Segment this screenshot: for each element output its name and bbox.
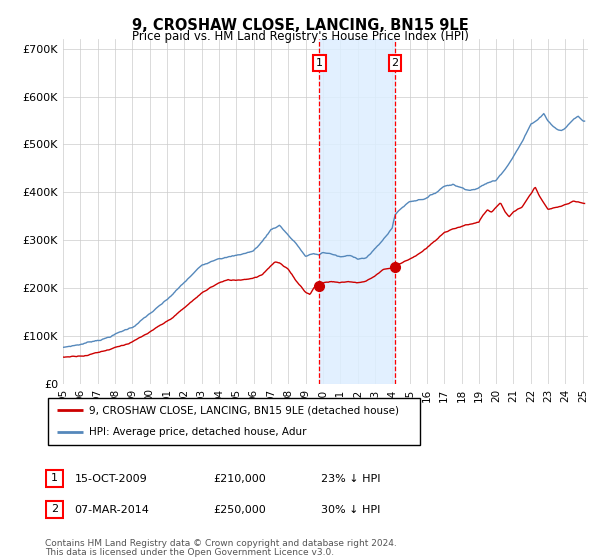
Text: 1: 1	[316, 58, 323, 68]
Bar	[319, 39, 395, 384]
Text: 15-OCT-2009: 15-OCT-2009	[74, 474, 147, 484]
Text: Price paid vs. HM Land Registry's House Price Index (HPI): Price paid vs. HM Land Registry's House …	[131, 30, 469, 43]
Text: HPI: Average price, detached house, Adur: HPI: Average price, detached house, Adur	[89, 427, 307, 437]
Text: Contains HM Land Registry data © Crown copyright and database right 2024.: Contains HM Land Registry data © Crown c…	[45, 539, 397, 548]
Text: £210,000: £210,000	[213, 474, 266, 484]
Bar	[46, 501, 63, 517]
Text: 1: 1	[51, 473, 58, 483]
Text: £250,000: £250,000	[213, 505, 266, 515]
Text: 9, CROSHAW CLOSE, LANCING, BN15 9LE: 9, CROSHAW CLOSE, LANCING, BN15 9LE	[131, 18, 469, 33]
Bar	[46, 470, 63, 487]
Text: 30% ↓ HPI: 30% ↓ HPI	[321, 505, 380, 515]
Text: 23% ↓ HPI: 23% ↓ HPI	[321, 474, 380, 484]
Text: 07-MAR-2014: 07-MAR-2014	[74, 505, 149, 515]
Text: 2: 2	[51, 504, 58, 514]
Text: This data is licensed under the Open Government Licence v3.0.: This data is licensed under the Open Gov…	[45, 548, 334, 557]
Text: 2: 2	[392, 58, 399, 68]
Text: 9, CROSHAW CLOSE, LANCING, BN15 9LE (detached house): 9, CROSHAW CLOSE, LANCING, BN15 9LE (det…	[89, 405, 399, 416]
